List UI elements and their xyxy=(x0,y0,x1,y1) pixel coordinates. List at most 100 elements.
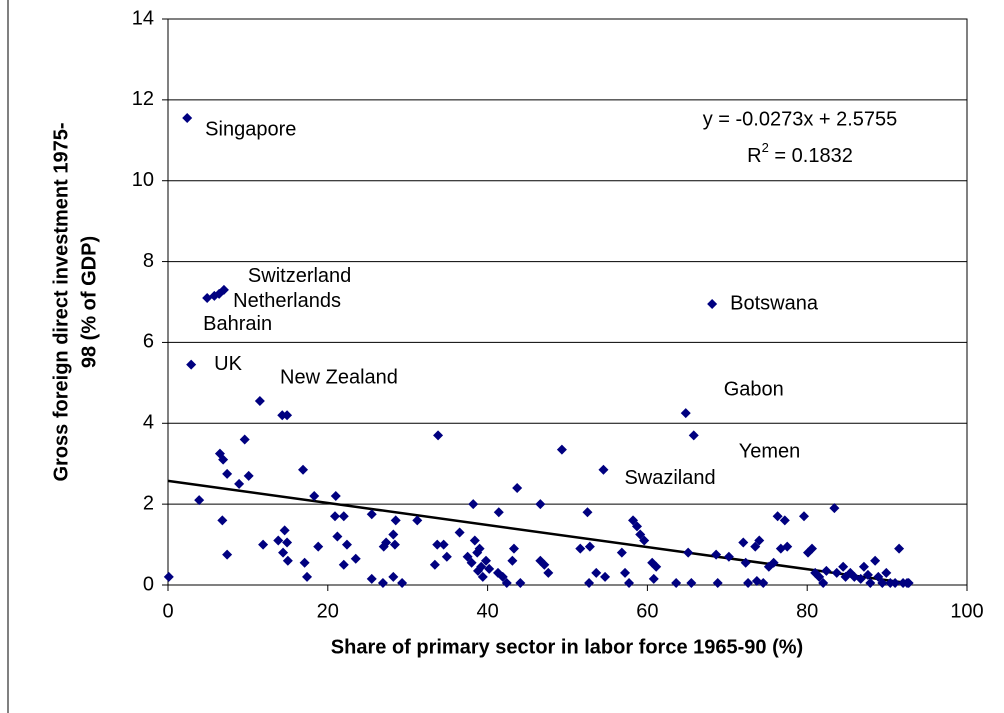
point xyxy=(598,464,609,475)
point xyxy=(309,491,320,502)
point xyxy=(273,535,284,546)
point xyxy=(877,577,888,588)
point xyxy=(338,559,349,570)
y-tick-label: 8 xyxy=(143,250,154,272)
point xyxy=(740,557,751,568)
y-tick-label: 10 xyxy=(132,169,154,191)
point xyxy=(639,535,650,546)
point xyxy=(838,561,849,572)
point xyxy=(469,535,480,546)
point xyxy=(282,537,293,548)
point xyxy=(163,571,174,582)
point xyxy=(881,567,892,578)
point xyxy=(862,569,873,580)
point xyxy=(468,499,479,510)
point xyxy=(332,531,343,542)
point xyxy=(858,561,869,572)
point xyxy=(366,573,377,584)
point xyxy=(299,557,310,568)
point xyxy=(350,553,361,564)
point xyxy=(186,359,197,370)
point xyxy=(758,577,769,588)
point xyxy=(903,577,914,588)
point xyxy=(433,430,444,441)
point xyxy=(202,292,213,303)
point xyxy=(388,529,399,540)
point xyxy=(680,408,691,419)
x-tick-label: 0 xyxy=(162,600,173,622)
point xyxy=(632,521,643,532)
point xyxy=(814,571,825,582)
point xyxy=(821,565,832,576)
point xyxy=(582,507,593,518)
trend-equation: y = -0.0273x + 2.5755 xyxy=(703,108,898,130)
point xyxy=(831,567,842,578)
point xyxy=(782,541,793,552)
point xyxy=(616,547,627,558)
point xyxy=(512,482,523,493)
point xyxy=(182,113,193,124)
point xyxy=(870,555,881,566)
point xyxy=(313,541,324,552)
point xyxy=(648,573,659,584)
x-tick-label: 100 xyxy=(950,600,983,622)
point xyxy=(818,577,829,588)
point xyxy=(497,571,508,582)
point xyxy=(217,515,228,526)
x-tick-label: 60 xyxy=(636,600,658,622)
point xyxy=(711,549,722,560)
point xyxy=(474,543,485,554)
point xyxy=(454,527,465,538)
point xyxy=(873,571,884,582)
point xyxy=(466,557,477,568)
point-label: Gabon xyxy=(724,378,784,400)
point xyxy=(462,551,473,562)
point xyxy=(412,515,423,526)
y-tick-label: 12 xyxy=(132,88,154,110)
y-tick-label: 4 xyxy=(143,412,154,434)
point xyxy=(377,577,388,588)
point xyxy=(258,539,269,550)
point xyxy=(282,410,293,421)
point xyxy=(282,555,293,566)
point xyxy=(591,567,602,578)
point xyxy=(432,539,443,550)
point xyxy=(575,543,586,554)
point xyxy=(894,543,905,554)
y-tick-label: 14 xyxy=(132,7,154,29)
y-tick-label: 6 xyxy=(143,331,154,353)
x-tick-label: 40 xyxy=(476,600,498,622)
point-label: Swaziland xyxy=(624,467,715,489)
point xyxy=(484,563,495,574)
point xyxy=(772,511,783,522)
point xyxy=(635,529,646,540)
point xyxy=(302,571,313,582)
point xyxy=(278,547,289,558)
point xyxy=(222,549,233,560)
point xyxy=(477,571,488,582)
point xyxy=(651,561,662,572)
point xyxy=(254,396,265,407)
point xyxy=(279,525,290,536)
point xyxy=(234,478,245,489)
point xyxy=(341,539,352,550)
point-label: New Zealand xyxy=(280,366,398,388)
point xyxy=(829,503,840,514)
point xyxy=(890,577,901,588)
point-label: UK xyxy=(214,353,242,375)
point xyxy=(620,567,631,578)
point xyxy=(298,464,309,475)
y-tick-label: 2 xyxy=(143,492,154,514)
x-axis-title: Share of primary sector in labor force 1… xyxy=(331,636,803,658)
point-label: Bahrain xyxy=(203,313,272,335)
x-tick-label: 20 xyxy=(317,600,339,622)
point xyxy=(855,573,866,584)
point xyxy=(222,468,233,479)
point xyxy=(539,559,550,570)
point xyxy=(799,511,810,522)
point xyxy=(330,491,341,502)
point xyxy=(429,559,440,570)
point xyxy=(476,561,487,572)
point xyxy=(515,577,526,588)
